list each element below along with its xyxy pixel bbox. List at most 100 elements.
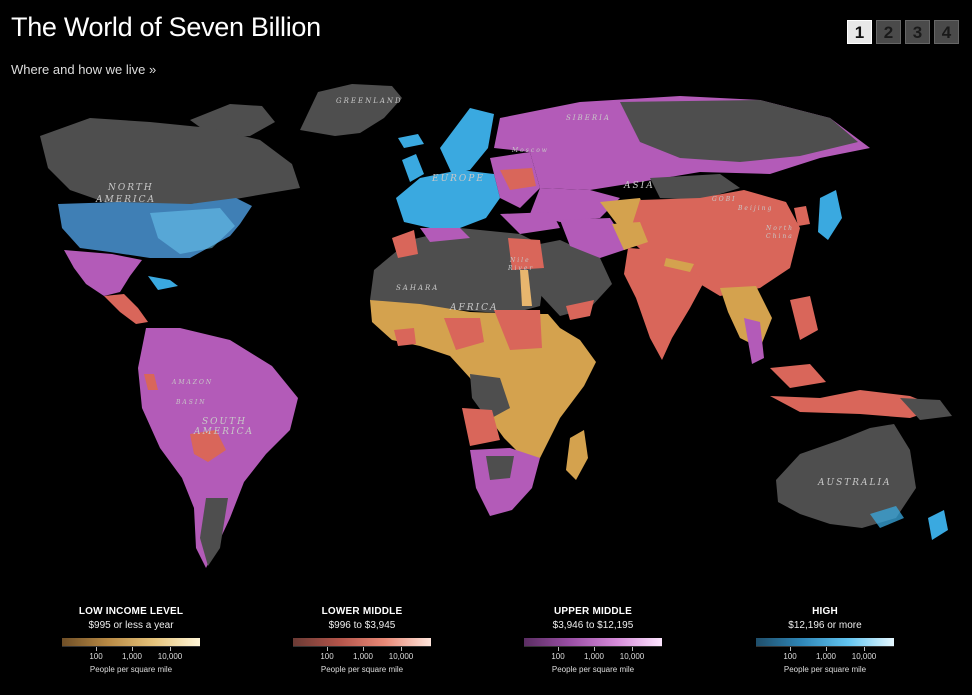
- label-north-america-2: AMERICA: [95, 195, 156, 205]
- region-indonesia: [770, 390, 940, 418]
- legend-upper-middle-gradient: [524, 638, 662, 646]
- region-yemen: [566, 300, 594, 320]
- legend-upper-middle-title: UPPER MIDDLE: [554, 606, 632, 617]
- legend-high-title: HIGH: [812, 606, 838, 617]
- legend-upper-middle-tick-labels: 100 1,000 10,000: [524, 652, 662, 663]
- legend-upper-middle-tick-100: [558, 647, 559, 651]
- region-iceland: [398, 134, 424, 148]
- legend-low-title: LOW INCOME LEVEL: [78, 606, 184, 617]
- legend-lower-middle-tick-1000: [363, 647, 364, 651]
- legend-high-gradient: [756, 638, 894, 646]
- region-new-zealand: [928, 510, 948, 540]
- legend-low-unit: People per square mile: [89, 665, 173, 674]
- label-gobi: GOBI: [712, 196, 737, 203]
- legend-low-tick-label: 100: [89, 652, 103, 661]
- region-madagascar: [566, 430, 588, 480]
- region-png: [900, 398, 952, 420]
- legend-lower-middle: LOWER MIDDLE $996 to $3,945 100 1,000 10…: [262, 606, 462, 674]
- legend-lower-middle-ticks: [293, 646, 431, 652]
- legend-lower-middle-tick-label: 10,000: [388, 652, 414, 661]
- region-australia-coast: [870, 506, 904, 528]
- legend-upper-middle-tick-label: 100: [551, 652, 565, 661]
- region-canada: [40, 118, 300, 206]
- page-title: The World of Seven Billion: [11, 12, 321, 42]
- legend-high-tick-10000: [864, 647, 865, 651]
- legend-upper-middle-ticks: [524, 646, 662, 652]
- legend-upper-middle-tick-label: 10,000: [619, 652, 645, 661]
- label-amazon: AMAZON: [171, 379, 213, 386]
- legend-high-tick-100: [790, 647, 791, 651]
- region-morocco: [392, 230, 418, 258]
- legend-low-range: $995 or less a year: [88, 620, 174, 631]
- region-sudan: [494, 310, 542, 350]
- legend-lower-middle-tick-label: 100: [320, 652, 334, 661]
- legend-lower-middle-title: LOWER MIDDLE: [321, 606, 403, 617]
- legend-lower-middle-unit: People per square mile: [320, 665, 404, 674]
- legend-low-tick-labels: 100 1,000 10,000: [62, 652, 200, 663]
- region-egypt: [508, 238, 544, 270]
- region-angola: [462, 408, 500, 446]
- region-korea: [794, 206, 810, 226]
- legend-low-tick-1000: [132, 647, 133, 651]
- region-australia: [776, 424, 916, 528]
- legend-high-range: $12,196 or more: [788, 620, 862, 631]
- label-nile-1: Nile: [509, 257, 531, 264]
- region-nile: [520, 270, 532, 306]
- region-libya-algeria: [420, 228, 470, 242]
- legend-high-tick-labels: 100 1,000 10,000: [756, 652, 894, 663]
- region-china: [628, 190, 800, 296]
- legend-high-tick-label: 100: [783, 652, 797, 661]
- region-patagonia: [200, 498, 228, 566]
- page-3-button[interactable]: 3: [905, 20, 930, 44]
- where-and-how-link[interactable]: Where and how we live »: [11, 62, 157, 77]
- region-india: [624, 248, 704, 360]
- label-sahara: SAHARA: [396, 284, 439, 292]
- label-north-america-1: NORTH: [107, 183, 154, 193]
- region-siberia-empty: [620, 100, 858, 162]
- label-europe: EUROPE: [431, 174, 485, 184]
- region-mexico: [64, 250, 142, 296]
- region-scandinavia: [440, 108, 494, 174]
- page-2-button[interactable]: 2: [876, 20, 901, 44]
- region-caribbean: [148, 276, 178, 290]
- page-4-button[interactable]: 4: [934, 20, 959, 44]
- region-uk: [402, 154, 424, 182]
- legend-low-income: LOW INCOME LEVEL $995 or less a year 100…: [31, 606, 231, 674]
- legend-high: HIGH $12,196 or more 100 1,000 10,000 Pe…: [725, 606, 925, 674]
- region-nepal: [664, 258, 694, 272]
- label-south-america-1: SOUTH: [202, 417, 247, 427]
- region-western-europe: [396, 170, 500, 228]
- region-mongolia: [650, 174, 740, 200]
- legend-upper-middle: UPPER MIDDLE $3,946 to $12,195 100 1,000…: [493, 606, 693, 674]
- label-north-china-1: North: [765, 225, 794, 232]
- region-greenland: [300, 84, 402, 136]
- region-malaysia: [770, 364, 826, 388]
- region-thailand: [744, 318, 764, 364]
- page-pager: 1 2 3 4: [847, 20, 959, 44]
- legend-high-ticks: [756, 646, 894, 652]
- page-1-button[interactable]: 1: [847, 20, 872, 44]
- region-japan: [818, 190, 842, 240]
- legend-upper-middle-tick-10000: [632, 647, 633, 651]
- region-indochina: [720, 286, 772, 348]
- region-bolivia: [190, 430, 226, 462]
- label-africa: AFRICA: [449, 303, 498, 313]
- region-ivory-coast: [394, 328, 416, 346]
- legend-high-tick-1000: [826, 647, 827, 651]
- region-philippines: [790, 296, 818, 340]
- region-ukraine: [500, 168, 536, 190]
- legend-upper-middle-tick-1000: [594, 647, 595, 651]
- legend-lower-middle-gradient: [293, 638, 431, 646]
- legend-high-tick-label: 1,000: [815, 652, 837, 661]
- world-income-map: GREENLAND NORTH AMERICA EUROPE SIBERIA A…: [40, 84, 952, 568]
- legend-low-tick-100: [96, 647, 97, 651]
- label-siberia: SIBERIA: [566, 114, 611, 122]
- legend-lower-middle-tick-labels: 100 1,000 10,000: [293, 652, 431, 663]
- region-usa-lights: [150, 208, 235, 254]
- legend-lower-middle-tick-10000: [401, 647, 402, 651]
- region-central-africa: [470, 374, 510, 420]
- region-botswana: [486, 456, 514, 480]
- legend-low-tick-10000: [170, 647, 171, 651]
- legend-high-tick-label: 10,000: [851, 652, 877, 661]
- legend-low-ticks: [62, 646, 200, 652]
